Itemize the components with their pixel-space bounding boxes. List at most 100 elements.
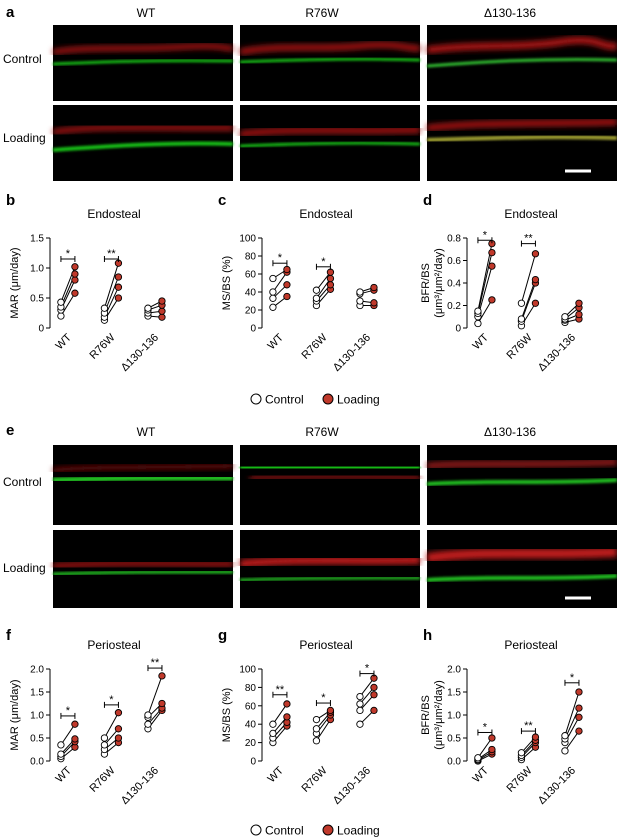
- y-axis-label-line1: BFR/BS: [420, 695, 432, 735]
- x-tick-label: R76W: [87, 331, 118, 362]
- loading-point: [114, 283, 123, 291]
- loading-point: [283, 265, 291, 274]
- control-point: [474, 754, 482, 762]
- control-point: [269, 729, 277, 738]
- panel-letter-f: f: [6, 627, 12, 644]
- pair-line: [104, 712, 119, 739]
- significance-label: **: [524, 720, 533, 732]
- loading-point: [114, 734, 123, 742]
- loading-point: [370, 283, 378, 292]
- row-label-control-e: Control: [3, 475, 42, 489]
- chart-title: Endosteal: [504, 207, 557, 221]
- loading-point: [158, 699, 166, 708]
- loading-point: [575, 299, 583, 307]
- control-point: [356, 700, 364, 708]
- loading-point: [488, 262, 496, 270]
- panel-letter-d: d: [423, 192, 432, 209]
- pair-line: [477, 737, 493, 759]
- y-axis-label: MS/BS (%): [221, 688, 233, 742]
- y-tick-label: 0.0: [30, 757, 44, 768]
- row-label-loading-a: Loading: [3, 131, 46, 145]
- pair-line: [520, 282, 536, 322]
- y-tick-label: 0: [250, 757, 256, 768]
- chart-title: Endosteal: [299, 207, 352, 221]
- pair-line: [272, 703, 288, 725]
- column-header-d130-a: Δ130-136: [484, 6, 536, 20]
- y-axis-label: BFR/BS(μm³/μm²/day): [420, 680, 445, 750]
- legend-control-marker: [250, 824, 262, 836]
- control-point: [100, 734, 109, 742]
- significance-label: *: [321, 256, 326, 268]
- loading-point: [114, 709, 123, 717]
- control-point: [474, 319, 482, 328]
- control-point: [561, 747, 569, 755]
- y-tick-label: 1.0: [447, 711, 461, 722]
- control-point: [312, 715, 321, 724]
- x-tick-label: Δ130-136: [119, 332, 161, 374]
- micrograph-a-loading-d130: [426, 105, 617, 181]
- legend-loading-marker: [322, 393, 334, 405]
- control-point: [561, 313, 569, 321]
- x-tick-label: R76W: [87, 764, 118, 795]
- loading-point: [326, 268, 335, 276]
- control-point: [312, 737, 321, 745]
- micrograph-a-loading-wt: [52, 105, 234, 181]
- pair-line: [564, 730, 580, 752]
- loading-point: [531, 275, 540, 284]
- control-point: [269, 294, 277, 302]
- loading-point: [283, 281, 291, 289]
- significance-label: **: [524, 233, 533, 245]
- y-tick-label: 100: [239, 234, 256, 245]
- micrograph-e-control-wt: [52, 445, 234, 525]
- pair-line: [147, 675, 163, 716]
- control-point: [474, 307, 482, 315]
- x-tick-label: Δ130-136: [331, 765, 373, 807]
- pair-line: [60, 723, 76, 746]
- pair-line: [316, 278, 331, 299]
- control-point: [269, 720, 277, 728]
- control-point: [269, 303, 277, 311]
- control-point: [561, 732, 569, 740]
- significance-label: *: [66, 248, 71, 260]
- y-tick-label: 0.6: [447, 256, 461, 267]
- pair-line: [564, 691, 580, 736]
- legend-top: Control Loading: [250, 393, 380, 407]
- loading-point: [114, 294, 123, 302]
- y-tick-label: 60: [245, 270, 257, 281]
- x-tick-label: R76W: [504, 764, 535, 795]
- loading-point: [114, 725, 123, 733]
- column-header-r76w-e: R76W: [305, 425, 339, 439]
- control-point: [100, 304, 109, 312]
- micrograph-a-control-r76w: [239, 25, 421, 101]
- x-tick-label: WT: [53, 331, 74, 352]
- control-point: [517, 315, 526, 323]
- loading-point: [575, 688, 583, 696]
- chart-g-periosteal-msbs: Periosteal 0 20 40 60 80 100 MS/BS (%) WT R76W Δ13…: [221, 638, 378, 807]
- x-tick-label: WT: [470, 331, 491, 352]
- pair-line: [477, 299, 493, 324]
- y-axis-label-line2: (μm³/μm²/day): [433, 680, 445, 750]
- x-tick-label: R76W: [299, 764, 330, 795]
- column-header-wt-e: WT: [137, 425, 156, 439]
- control-point: [144, 304, 152, 312]
- x-tick-label: Δ130-136: [536, 332, 578, 374]
- control-point: [517, 749, 526, 757]
- loading-point: [71, 270, 79, 278]
- y-axis-label-line2: (μm³/μm²/day): [433, 248, 445, 318]
- legend-loading-marker: [322, 824, 334, 836]
- loading-point: [158, 313, 166, 321]
- x-tick-label: WT: [470, 764, 491, 785]
- loading-point: [531, 733, 540, 741]
- micrograph-a-loading-r76w: [239, 105, 421, 181]
- panel-letter-g: g: [218, 627, 227, 644]
- loading-point: [114, 273, 123, 281]
- legend-control-label: Control: [265, 824, 304, 838]
- loading-point: [326, 281, 335, 289]
- row-label-control-a: Control: [3, 52, 42, 66]
- y-axis-label: MAR (μm/day): [9, 679, 21, 750]
- control-point: [269, 288, 277, 296]
- control-point: [57, 741, 65, 749]
- significance-label: *: [109, 694, 114, 706]
- y-tick-label: 40: [245, 288, 257, 299]
- loading-point: [158, 307, 166, 315]
